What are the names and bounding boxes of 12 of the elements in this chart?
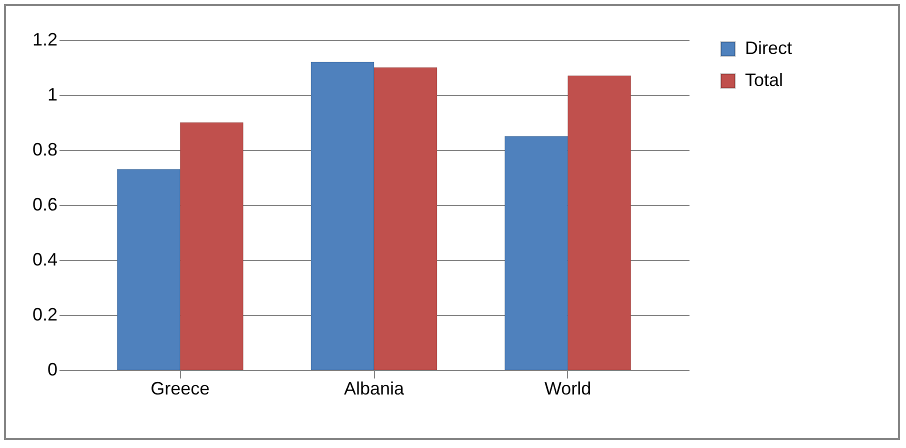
y-tick-label: 0 xyxy=(47,360,58,380)
y-tick-label: 0.6 xyxy=(32,194,58,214)
y-tick-label: 1.2 xyxy=(32,30,58,50)
legend-label: Direct xyxy=(745,38,792,58)
x-tick-label: Albania xyxy=(344,378,406,398)
y-tick-label: 0.4 xyxy=(32,250,58,270)
legend-label: Total xyxy=(745,70,784,90)
x-tick-label: Greece xyxy=(150,378,210,398)
y-tick-label: 0.8 xyxy=(32,140,58,160)
y-tick-label: 1 xyxy=(47,84,58,104)
y-tick-label: 0.2 xyxy=(32,304,58,324)
x-tick-label: World xyxy=(544,378,592,398)
